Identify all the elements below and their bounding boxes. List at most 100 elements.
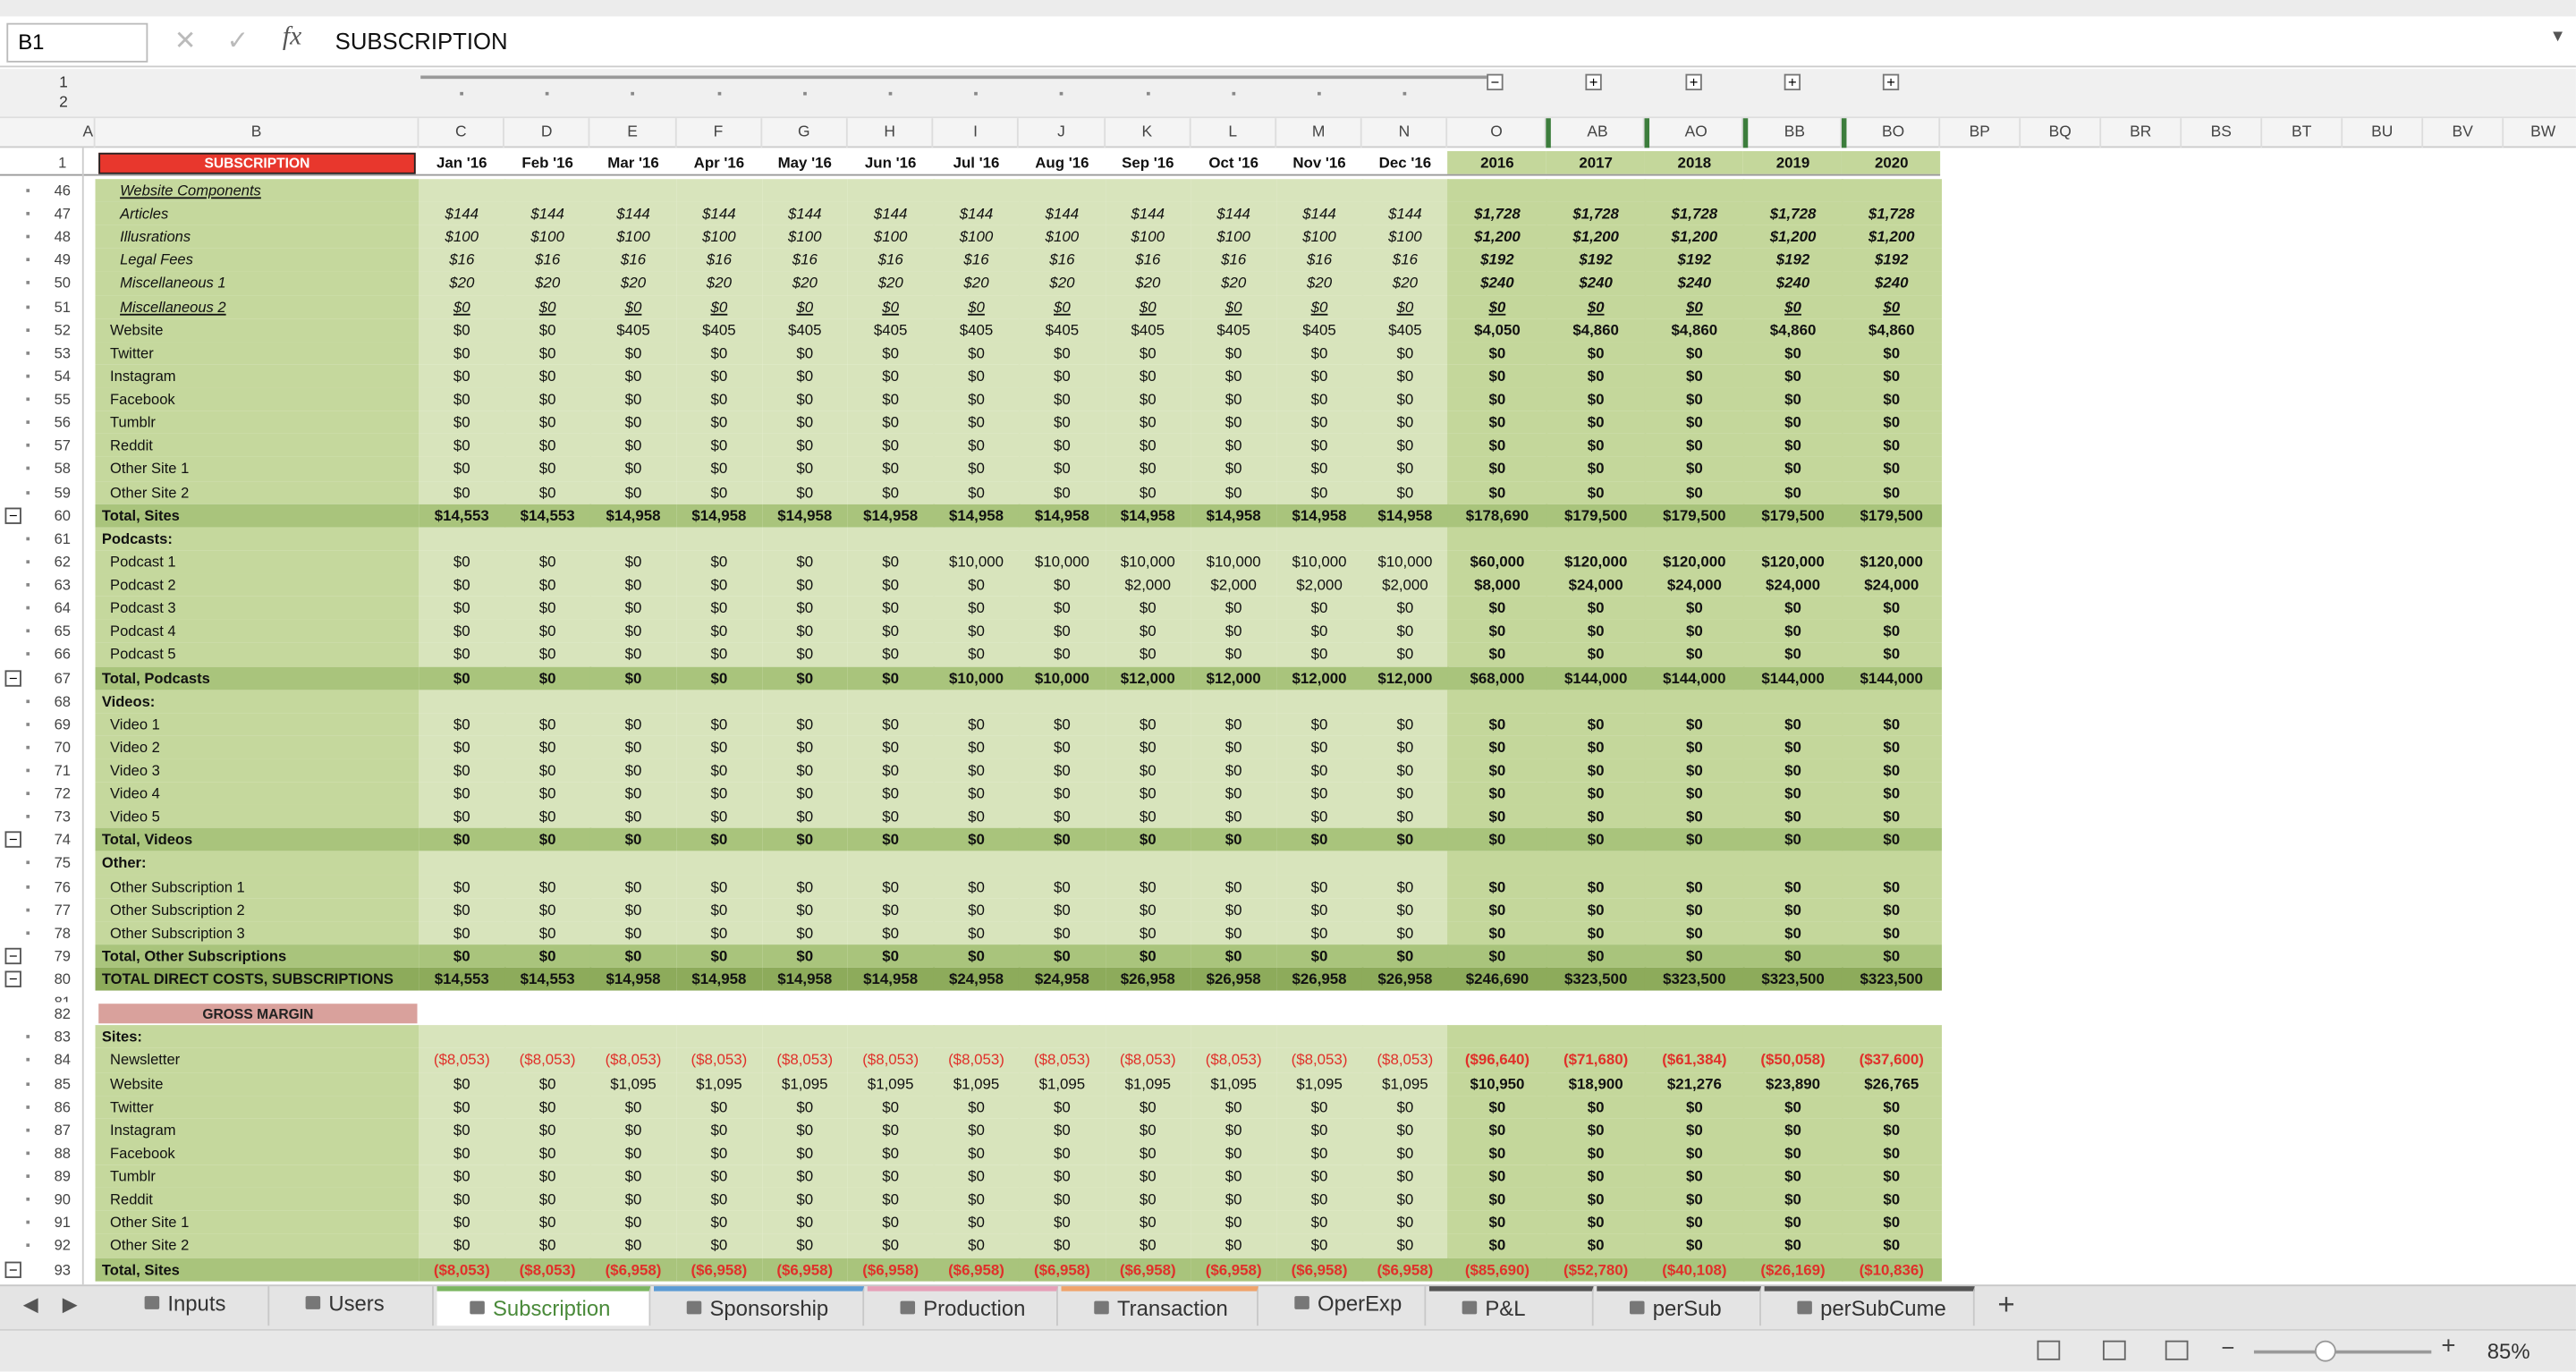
cell[interactable]: $0 [1784,414,1801,431]
cell[interactable]: $405 [616,321,650,338]
cell[interactable]: $0 [968,762,985,779]
cell[interactable]: $0 [710,785,728,802]
cell[interactable]: $0 [1053,368,1071,385]
cell[interactable]: $0 [624,1167,642,1185]
cell[interactable]: $14,958 [606,970,661,988]
cell[interactable]: $0 [624,1214,642,1232]
cell[interactable]: ($8,053) [1033,1052,1090,1069]
cell[interactable]: $0 [710,762,728,779]
cell[interactable]: $144 [1131,205,1165,223]
column-title[interactable]: Oct '16 [1208,154,1258,172]
cell[interactable]: $0 [1224,1098,1242,1115]
cell[interactable]: $0 [710,809,728,826]
cell[interactable]: $12,000 [1292,669,1347,686]
cell[interactable]: $0 [882,924,900,942]
cell[interactable]: $120,000 [1563,553,1628,571]
cell[interactable]: ($6,958) [605,1260,662,1278]
cell[interactable]: $0 [882,947,900,965]
cell[interactable]: $0 [968,437,985,454]
cell[interactable]: $0 [1224,809,1242,826]
row-label[interactable]: Newsletter [95,1048,419,1072]
cell[interactable]: $0 [453,1214,470,1232]
cell[interactable]: ($8,053) [1119,1052,1176,1069]
cell[interactable]: $0 [1224,1237,1242,1255]
cell[interactable]: $144 [445,205,479,223]
cell[interactable]: $0 [1784,461,1801,478]
row-label[interactable]: Video 1 [95,712,419,736]
cell[interactable]: $1,200 [1868,228,1915,246]
cell[interactable]: $0 [968,576,985,594]
cell[interactable]: $0 [1685,877,1703,895]
cell[interactable]: $0 [1784,1122,1801,1139]
cell[interactable]: $0 [710,1098,728,1115]
section-header[interactable]: GROSS MARGIN [98,1004,418,1024]
cell[interactable]: $0 [710,716,728,733]
cell[interactable]: $20 [535,275,561,292]
cell[interactable]: $0 [882,716,900,733]
cell[interactable]: $0 [796,877,814,895]
cell[interactable]: $0 [1488,368,1506,385]
cell[interactable]: $323,500 [1860,970,1923,988]
cell[interactable]: $20 [620,275,647,292]
cell[interactable]: $0 [1784,877,1801,895]
cell[interactable]: $0 [1488,1167,1506,1185]
column-header[interactable]: BV [2423,118,2504,148]
cell[interactable]: ($6,958) [1033,1260,1090,1278]
row-label[interactable]: Miscellaneous 2 [95,294,419,318]
row-label[interactable]: Other: [95,851,419,876]
column-header[interactable]: AO [1645,118,1744,148]
cell[interactable]: $0 [1784,739,1801,756]
cell[interactable]: $0 [1139,785,1157,802]
cell[interactable]: $24,958 [949,970,1004,988]
cell[interactable]: $144,000 [1860,669,1923,686]
cell[interactable]: $0 [1139,1190,1157,1208]
cell[interactable]: $0 [538,1145,556,1162]
cell[interactable]: $0 [710,483,728,501]
cell[interactable]: $0 [882,1237,900,1255]
cell[interactable]: $12,000 [1377,669,1433,686]
cell[interactable]: $0 [1883,832,1901,849]
cell[interactable]: $0 [624,437,642,454]
cell[interactable]: $0 [1685,1167,1703,1185]
cell[interactable]: $0 [1396,414,1414,431]
cell[interactable]: $0 [538,368,556,385]
expand-icon[interactable]: ▼ [2549,28,2566,47]
cell[interactable]: $0 [1396,461,1414,478]
row-label[interactable]: Instagram [95,364,419,388]
cell[interactable]: $0 [796,669,814,686]
row-label[interactable]: Website Components [95,179,419,203]
cell[interactable]: $0 [1139,716,1157,733]
cell[interactable]: $144 [530,205,564,223]
cell[interactable]: $24,000 [1568,576,1623,594]
row-label[interactable]: Podcast 3 [95,597,419,620]
cell[interactable]: $0 [538,877,556,895]
cell[interactable]: $0 [796,646,814,663]
cell[interactable]: $1,095 [867,1075,914,1092]
sheet-tab[interactable]: Subscription [436,1286,651,1326]
cell[interactable]: $192 [1874,251,1909,269]
cell[interactable]: $0 [1310,1214,1328,1232]
cell[interactable]: $100 [787,228,822,246]
column-header[interactable]: BS [2182,118,2263,148]
cell[interactable]: $323,500 [1563,970,1628,988]
cell[interactable]: $0 [1488,1237,1506,1255]
cell[interactable]: $0 [1685,437,1703,454]
cell[interactable]: $0 [1883,1122,1901,1139]
cell[interactable]: $100 [1131,228,1165,246]
cell[interactable]: ($8,053) [433,1260,490,1278]
cell[interactable]: $1,095 [953,1075,1000,1092]
cell[interactable]: $0 [796,437,814,454]
cell[interactable]: $0 [1587,716,1605,733]
cell[interactable]: $0 [538,344,556,361]
add-sheet[interactable]: + [1997,1287,2015,1321]
cell[interactable]: $0 [1784,1145,1801,1162]
cell[interactable]: $0 [453,576,470,594]
outline-level-button[interactable]: 2 [59,93,68,112]
cell[interactable]: $0 [1685,483,1703,501]
cell[interactable]: $0 [624,599,642,617]
cell[interactable]: $0 [710,832,728,849]
column-header[interactable]: BB [1743,118,1843,148]
cell[interactable]: ($37,600) [1859,1052,1924,1069]
cell[interactable]: $0 [1139,809,1157,826]
cell[interactable]: $21,276 [1666,1075,1722,1092]
